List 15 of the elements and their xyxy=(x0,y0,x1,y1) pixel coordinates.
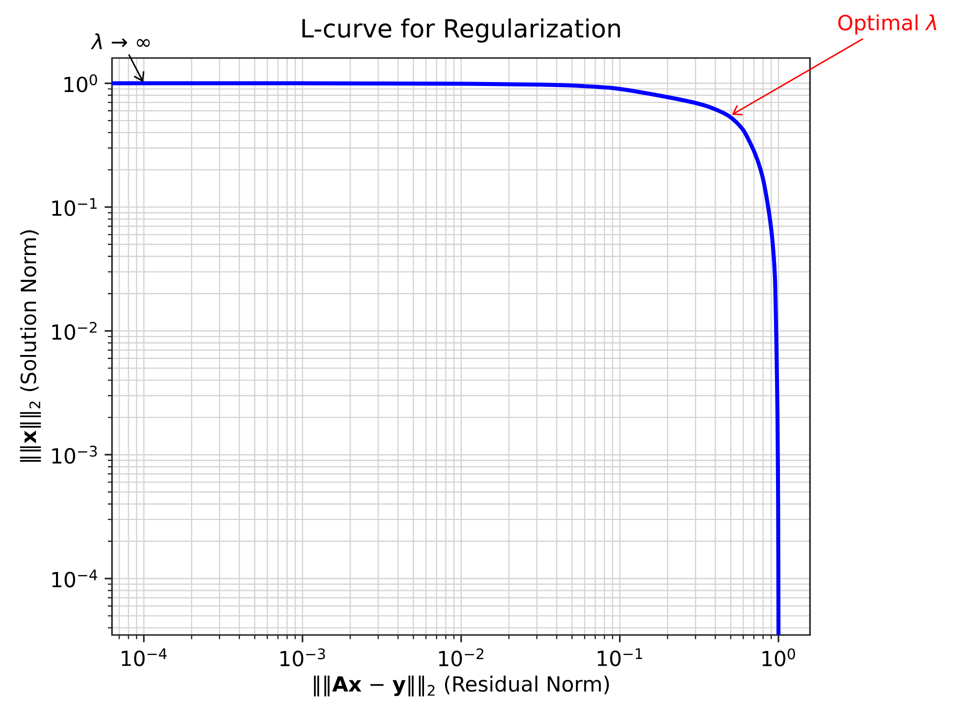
x-tick-label: 10$^{−4}$ xyxy=(122,648,167,666)
y-axis-title: ‖‖x‖‖$_{2}$ (Solution Norm) xyxy=(20,230,41,462)
x-tick-label: 10$^{0}$ xyxy=(762,648,796,666)
x-tick-label: 10$^{−1}$ xyxy=(598,648,642,666)
annotation: λ → ∞ xyxy=(90,33,150,50)
y-tick-label: 10$^{0}$ xyxy=(64,74,98,92)
annotation: Optimal λ xyxy=(838,14,936,34)
x-tick-label: 10$^{−2}$ xyxy=(439,648,484,666)
y-tick-label: 10$^{−1}$ xyxy=(52,198,97,216)
x-axis-title: ‖‖Ax − y‖‖$_{2}$ (Residual Norm) xyxy=(314,676,609,696)
chart-title: L-curve for Regularization xyxy=(302,18,620,43)
y-tick-label: 10$^{−4}$ xyxy=(52,570,98,588)
x-tick-label: 10$^{−3}$ xyxy=(280,648,325,666)
y-tick-label: 10$^{−2}$ xyxy=(52,322,97,340)
y-tick-label: 10$^{−3}$ xyxy=(52,446,97,464)
